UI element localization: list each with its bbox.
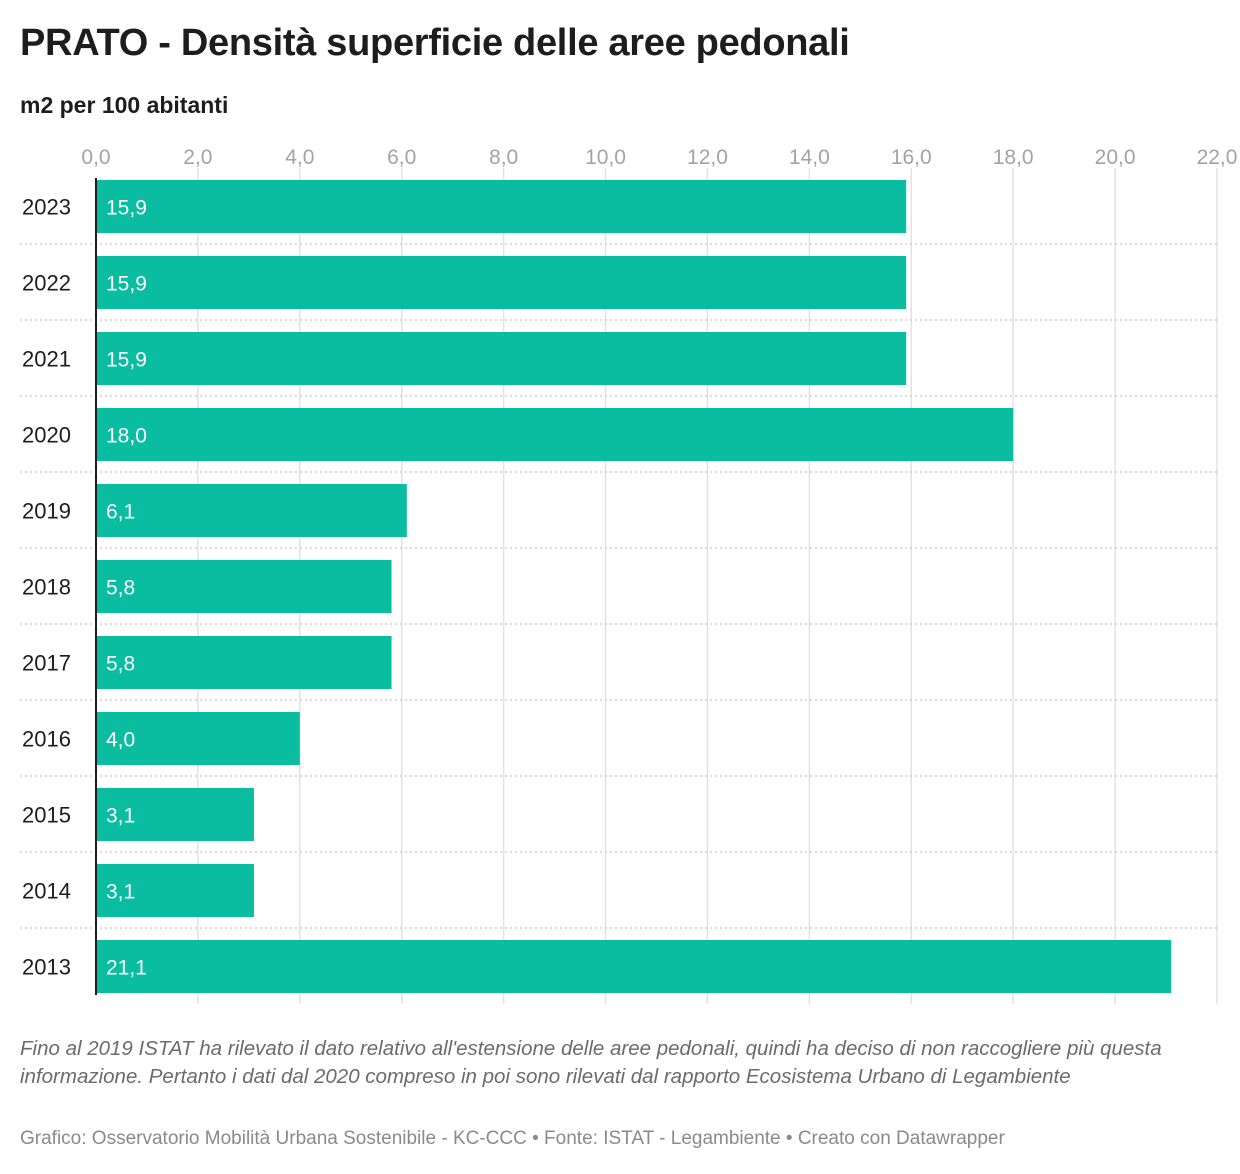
value-label: 5,8	[106, 577, 135, 600]
chart-notes: Fino al 2019 ISTAT ha rilevato il dato r…	[20, 1037, 1162, 1088]
chart-title: PRATO - Densità superficie delle aree pe…	[20, 22, 850, 64]
category-label: 2020	[22, 423, 71, 448]
value-label: 15,9	[106, 273, 147, 296]
x-tick-label: 0,0	[81, 146, 110, 169]
bar	[96, 180, 907, 233]
value-label: 4,0	[106, 729, 135, 752]
x-tick-label: 6,0	[387, 146, 416, 169]
value-label: 5,8	[106, 653, 135, 676]
x-tick-label: 12,0	[687, 146, 728, 169]
value-label: 3,1	[106, 881, 135, 904]
x-tick-label: 14,0	[789, 146, 830, 169]
bar	[96, 940, 1172, 993]
value-label: 18,0	[106, 425, 147, 448]
x-tick-label: 10,0	[585, 146, 626, 169]
category-label: 2014	[22, 879, 71, 904]
value-label: 6,1	[106, 501, 135, 524]
x-tick-label: 16,0	[891, 146, 932, 169]
value-label: 21,1	[106, 957, 147, 980]
bar	[96, 408, 1014, 461]
value-label: 15,9	[106, 349, 147, 372]
bar	[96, 788, 254, 841]
bar	[96, 256, 907, 309]
bar	[96, 712, 300, 765]
x-tick-label: 20,0	[1095, 146, 1136, 169]
category-label: 2017	[22, 651, 71, 676]
bar	[96, 560, 392, 613]
chart-footer: Grafico: Osservatorio Mobilità Urbana So…	[20, 1128, 1005, 1149]
category-label: 2018	[22, 575, 71, 600]
x-tick-label: 2,0	[183, 146, 212, 169]
bar-chart: 0,0 2,0 4,0 6,0 8,0 10,0 12,0 14,0 16,0 18,0 20,0 2…	[20, 146, 1238, 1004]
x-tick-label: 22,0	[1197, 146, 1238, 169]
x-tick-label: 4,0	[285, 146, 314, 169]
category-label: 2015	[22, 803, 71, 828]
chart-subtitle: m2 per 100 abitanti	[20, 92, 229, 118]
category-label: 2019	[22, 499, 71, 524]
x-tick-label: 18,0	[993, 146, 1034, 169]
value-label: 3,1	[106, 805, 135, 828]
value-label: 15,9	[106, 197, 147, 220]
bar	[96, 864, 254, 917]
category-label: 2021	[22, 347, 71, 372]
category-label: 2022	[22, 271, 71, 296]
bar	[96, 484, 407, 537]
bar	[96, 636, 392, 689]
bar	[96, 332, 907, 385]
x-tick-label: 8,0	[489, 146, 518, 169]
category-label: 2023	[22, 195, 71, 220]
category-label: 2013	[22, 955, 71, 980]
category-label: 2016	[22, 727, 71, 752]
